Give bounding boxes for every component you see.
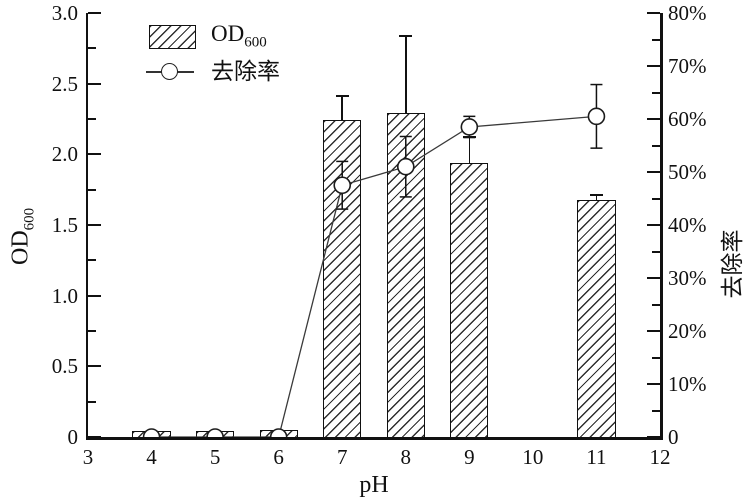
y-right-major-tick [647, 436, 660, 438]
od600-error-line [468, 137, 471, 163]
x-tick-label: 11 [586, 445, 607, 469]
removal-rate-marker [587, 107, 606, 126]
x-axis-title: pH [329, 472, 419, 499]
y-right-major-tick [647, 224, 660, 226]
od600-error-cap [399, 34, 413, 37]
od600-error-line [404, 35, 407, 114]
od600-error-line [341, 96, 344, 121]
y-left-tick-label: 1.5 [51, 213, 78, 237]
x-axis-title-text: pH [359, 472, 389, 498]
y-left-axis-title-sub: 600 [21, 207, 38, 231]
x-tick-label: 4 [146, 445, 157, 469]
y-left-tick-label: 3.0 [51, 1, 78, 25]
y-right-major-tick [647, 118, 660, 120]
y-left-tick-label: 2.0 [51, 142, 78, 167]
legend-bar-swatch [149, 25, 196, 49]
y-left-minor-tick [88, 118, 96, 120]
removal-rate-marker [269, 428, 288, 437]
od600-bar [577, 199, 616, 437]
y-left-major-tick [88, 365, 101, 368]
y-right-minor-tick [652, 409, 660, 412]
y-left-tick-label: 1.0 [51, 283, 78, 308]
y-right-minor-tick [652, 250, 660, 253]
x-axis-line [85, 437, 663, 440]
y-right-minor-tick [652, 197, 660, 200]
y-right-axis-line [660, 13, 663, 438]
y-left-tick-label: 0.5 [51, 354, 78, 379]
y-left-major-tick [88, 153, 101, 156]
y-right-tick-label: 60% [668, 107, 707, 131]
y-left-axis-title-main: OD [7, 230, 34, 265]
y-right-major-tick [647, 330, 660, 332]
y-right-tick-label: 50% [668, 160, 707, 184]
y-right-major-tick [647, 65, 660, 67]
y-left-major-tick [88, 224, 101, 226]
y-right-major-tick [647, 12, 660, 14]
removal-rate-line [151, 115, 597, 437]
x-tick-label: 8 [400, 445, 412, 469]
y-right-tick-label: 10% [668, 372, 707, 396]
y-right-minor-tick [652, 91, 660, 94]
y-right-major-tick [647, 171, 660, 173]
x-tick-label: 6 [273, 445, 284, 469]
removal-rate-marker [333, 176, 352, 195]
x-tick-label: 7 [336, 445, 348, 469]
legend-removal-label: 去除率 [211, 59, 280, 84]
x-tick-label: 3 [82, 445, 94, 469]
y-right-minor-tick [652, 356, 660, 359]
y-left-minor-tick [88, 400, 96, 403]
removal-rate-marker [206, 428, 224, 437]
od600-bar [450, 162, 489, 437]
y-left-major-tick [88, 82, 101, 85]
od600-error-line [595, 195, 598, 200]
removal-rate-marker [142, 428, 161, 437]
y-right-tick-label: 80% [668, 1, 707, 25]
y-right-major-tick [647, 277, 660, 279]
y-left-tick-label: 2.5 [51, 71, 78, 96]
y-left-major-tick [88, 294, 101, 297]
removal-rate-marker [396, 157, 415, 176]
x-tick-label: 9 [464, 445, 475, 469]
y-left-tick-label: 0 [67, 425, 79, 449]
od600-error-cap [335, 95, 349, 98]
y-left-minor-tick [88, 259, 96, 262]
y-right-major-tick [647, 383, 660, 385]
x-tick-label: 10 [522, 445, 544, 469]
y-right-minor-tick [652, 144, 660, 147]
y-right-tick-label: 30% [668, 266, 707, 290]
y-right-minor-tick [652, 303, 660, 306]
removal-rate-marker [460, 118, 479, 136]
x-tick-label: 12 [649, 445, 671, 469]
legend-open-circle-icon [161, 63, 178, 80]
y-right-axis-title: 去除率 [713, 219, 747, 309]
y-left-minor-tick [88, 330, 96, 332]
y-left-major-tick [88, 436, 101, 438]
legend-od600-label: OD600 [211, 21, 267, 51]
y-right-tick-label: 20% [668, 319, 707, 343]
y-left-minor-tick [88, 188, 96, 191]
x-tick-label: 5 [209, 445, 221, 469]
y-left-axis-title: OD600 [8, 191, 39, 281]
removal-rate-line-layer [142, 83, 606, 437]
y-right-tick-label: 0 [668, 425, 679, 449]
y-left-axis-line [85, 13, 88, 438]
y-right-axis-title-text: 去除率 [720, 229, 745, 299]
y-right-minor-tick [652, 38, 660, 41]
y-left-major-tick [88, 12, 101, 14]
y-right-tick-label: 70% [668, 54, 707, 78]
y-left-minor-tick [88, 47, 96, 50]
od600-error-cap [589, 194, 603, 197]
y-right-tick-label: 40% [668, 213, 707, 237]
